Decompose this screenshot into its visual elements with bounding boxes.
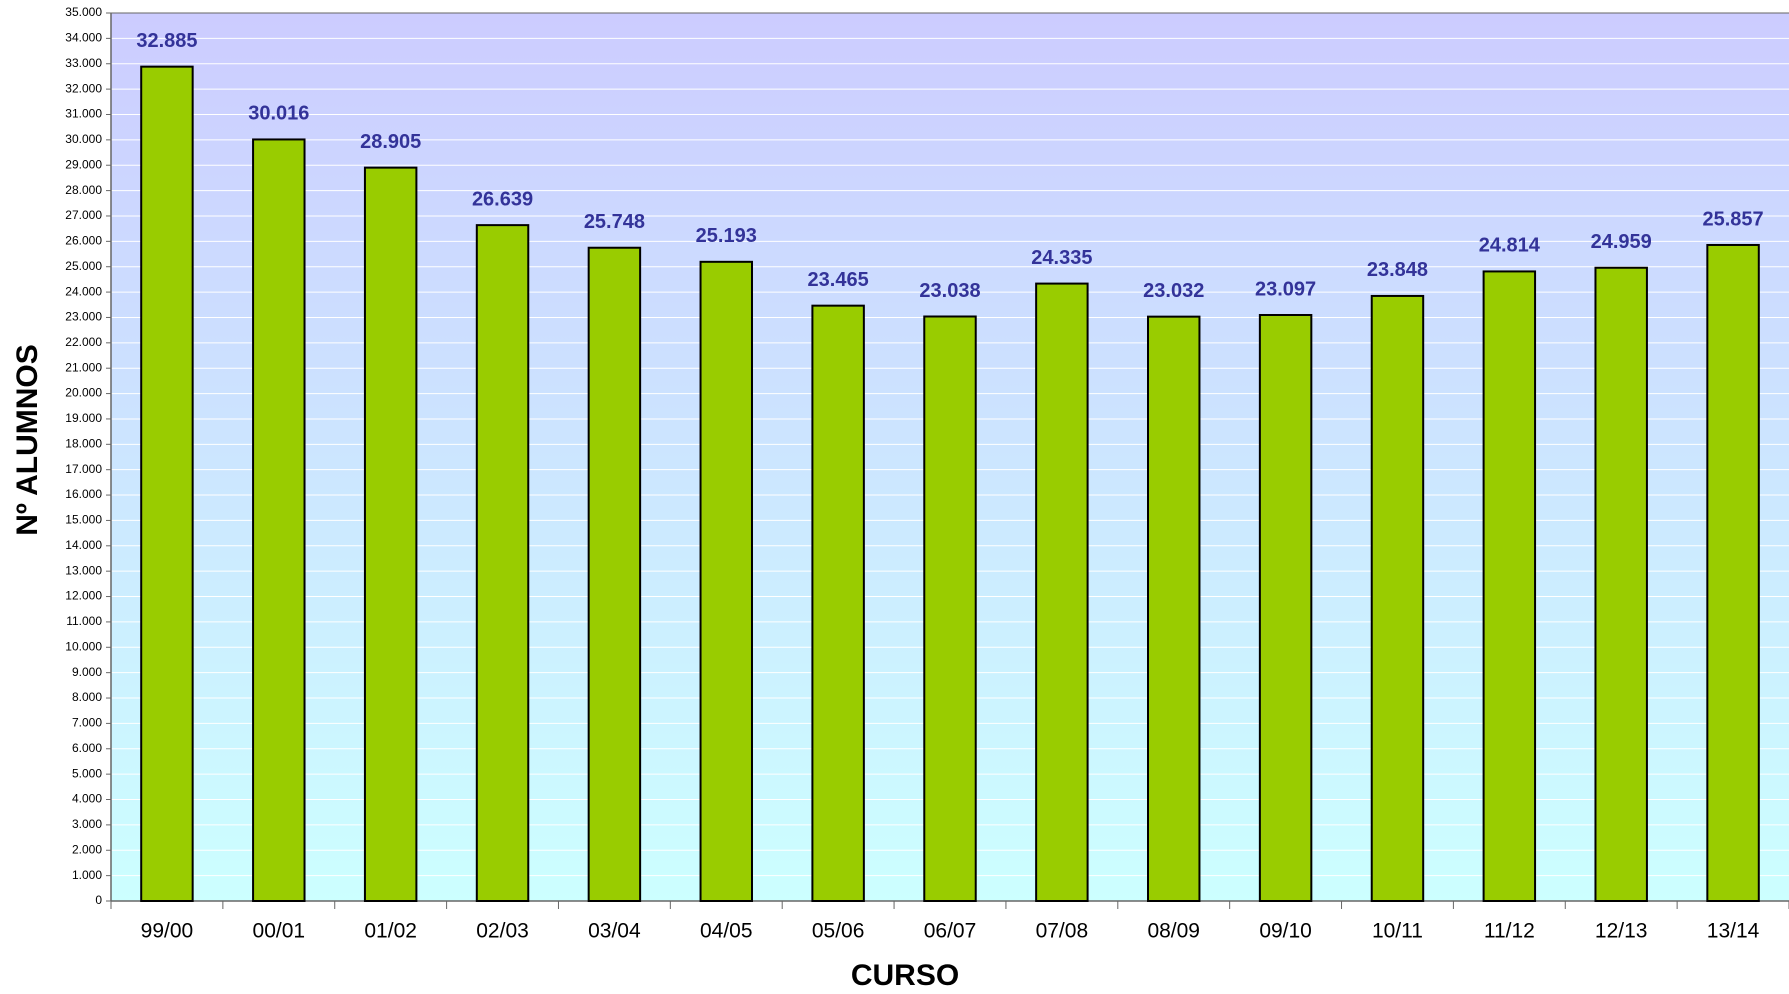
y-tick-label: 5.000 bbox=[72, 766, 102, 780]
x-tick-label: 03/04 bbox=[588, 920, 641, 943]
y-tick-label: 1.000 bbox=[72, 868, 102, 882]
y-tick-label: 33.000 bbox=[65, 56, 102, 70]
x-tick-label: 12/13 bbox=[1595, 920, 1648, 943]
y-tick-label: 15.000 bbox=[65, 513, 102, 527]
y-tick-label: 10.000 bbox=[65, 639, 102, 653]
bar bbox=[252, 138, 306, 903]
x-axis-title: CURSO bbox=[851, 959, 959, 992]
y-tick-label: 23.000 bbox=[65, 310, 102, 324]
y-tick-label: 29.000 bbox=[65, 157, 102, 171]
data-label: 26.639 bbox=[472, 188, 533, 210]
data-label: 25.193 bbox=[696, 225, 757, 247]
y-tick-label: 25.000 bbox=[65, 259, 102, 273]
y-tick-label: 17.000 bbox=[65, 462, 102, 476]
y-tick-label: 3.000 bbox=[72, 817, 102, 831]
y-tick-label: 22.000 bbox=[65, 335, 102, 349]
bar bbox=[363, 166, 418, 902]
x-tick-label: 02/03 bbox=[476, 920, 529, 943]
data-label: 24.814 bbox=[1479, 235, 1541, 257]
data-label: 23.465 bbox=[808, 269, 869, 291]
x-tick-label: 06/07 bbox=[924, 920, 977, 943]
bar bbox=[923, 315, 977, 902]
y-tick-label: 7.000 bbox=[72, 716, 102, 730]
bar bbox=[1258, 313, 1313, 903]
bar bbox=[1035, 282, 1089, 902]
y-tick-label: 20.000 bbox=[65, 386, 102, 400]
bar bbox=[1147, 315, 1201, 902]
data-label: 23.097 bbox=[1255, 278, 1316, 300]
y-tick-label: 26.000 bbox=[65, 234, 102, 248]
x-tick-label: 00/01 bbox=[253, 920, 306, 943]
data-label: 23.038 bbox=[919, 280, 980, 302]
data-label: 30.016 bbox=[248, 103, 309, 125]
x-tick-label: 04/05 bbox=[700, 920, 753, 943]
data-label: 25.748 bbox=[584, 211, 645, 233]
y-tick-label: 28.000 bbox=[65, 183, 102, 197]
data-label: 24.959 bbox=[1591, 231, 1652, 253]
y-tick-label: 6.000 bbox=[72, 741, 102, 755]
bar bbox=[475, 224, 530, 903]
y-tick-label: 27.000 bbox=[65, 208, 102, 222]
y-tick-label: 34.000 bbox=[65, 31, 102, 45]
bar bbox=[1594, 266, 1648, 902]
y-axis-title: Nº ALUMNOS bbox=[11, 344, 44, 536]
x-tick-label: 13/14 bbox=[1707, 920, 1760, 943]
y-tick-label: 4.000 bbox=[72, 792, 102, 806]
y-tick-label: 12.000 bbox=[65, 589, 102, 603]
y-tick-label: 8.000 bbox=[72, 690, 102, 704]
bar bbox=[699, 260, 753, 902]
x-tick-label: 99/00 bbox=[141, 920, 194, 943]
y-tick-label: 13.000 bbox=[65, 563, 102, 577]
y-tick-label: 30.000 bbox=[65, 132, 102, 146]
bar bbox=[1706, 243, 1760, 903]
x-tick-label: 10/11 bbox=[1372, 920, 1423, 943]
bar bbox=[587, 246, 642, 902]
x-tick-label: 01/02 bbox=[364, 920, 417, 943]
bar bbox=[811, 304, 865, 902]
x-tick-label: 09/10 bbox=[1259, 920, 1312, 943]
data-label: 23.848 bbox=[1367, 259, 1428, 281]
y-tick-label: 0 bbox=[95, 893, 102, 907]
y-tick-label: 24.000 bbox=[65, 284, 102, 298]
y-tick-label: 2.000 bbox=[72, 842, 102, 856]
y-tick-label: 35.000 bbox=[65, 5, 102, 19]
x-tick-label: 05/06 bbox=[812, 920, 865, 943]
data-label: 23.032 bbox=[1143, 280, 1204, 302]
y-tick-label: 14.000 bbox=[65, 538, 102, 552]
bar bbox=[1370, 294, 1425, 902]
y-tick-label: 32.000 bbox=[65, 81, 102, 95]
y-tick-label: 19.000 bbox=[65, 411, 102, 425]
bar bbox=[1482, 270, 1537, 903]
data-label: 24.335 bbox=[1031, 247, 1092, 269]
y-tick-label: 18.000 bbox=[65, 436, 102, 450]
x-tick-label: 08/09 bbox=[1147, 920, 1200, 943]
y-tick-label: 21.000 bbox=[65, 360, 102, 374]
data-label: 32.885 bbox=[136, 30, 197, 52]
bar bbox=[140, 65, 194, 902]
y-tick-label: 11.000 bbox=[66, 614, 102, 628]
y-tick-label: 16.000 bbox=[65, 487, 102, 501]
x-tick-label: 11/12 bbox=[1484, 920, 1535, 943]
data-label: 28.905 bbox=[360, 131, 421, 153]
data-label: 25.857 bbox=[1702, 208, 1763, 230]
x-tick-label: 07/08 bbox=[1036, 920, 1089, 943]
y-tick-label: 31.000 bbox=[65, 107, 102, 121]
y-tick-label: 9.000 bbox=[72, 665, 102, 679]
